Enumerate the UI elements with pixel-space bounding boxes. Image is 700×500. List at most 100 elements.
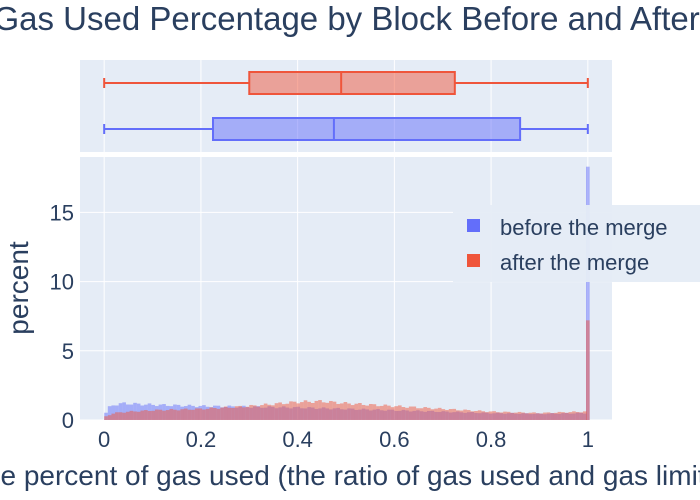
boxplot-series-1 (103, 71, 589, 95)
histogram-panel (80, 157, 612, 420)
histogram-bar (524, 413, 529, 420)
histogram-bar (343, 402, 348, 420)
x-axis-label: the percent of gas used (the ratio of ga… (0, 460, 700, 491)
histogram-bar (394, 406, 398, 420)
histogram-bar (158, 409, 163, 420)
histogram-bar (263, 403, 268, 420)
histogram-bar (579, 412, 583, 420)
histogram-bar (227, 407, 232, 420)
histogram-bar (176, 410, 181, 420)
histogram-bar (191, 409, 195, 420)
box-plots (103, 71, 589, 141)
histogram-bar (252, 405, 257, 420)
histogram-bar (532, 412, 536, 420)
histogram-bar (495, 412, 500, 420)
histogram-bar (503, 411, 507, 420)
histogram-bar (499, 412, 504, 420)
histogram-bar (539, 413, 544, 420)
histogram-bar (383, 404, 388, 420)
histogram-bar (448, 409, 453, 420)
histogram-bar (133, 402, 137, 420)
histogram-bar (459, 410, 464, 420)
histogram-bar (136, 411, 141, 420)
histogram-bar (198, 408, 203, 420)
histogram-bar (296, 403, 301, 420)
histogram-bar (238, 405, 243, 420)
histogram-bar (194, 408, 199, 420)
histogram-bar (445, 409, 449, 420)
histogram-bar (140, 410, 145, 420)
histogram-bar (528, 412, 533, 420)
histogram-bar (202, 409, 206, 420)
histogram-bar (107, 415, 112, 420)
histogram-bar (430, 409, 435, 420)
histogram-bar (256, 406, 261, 420)
legend-label-after: after the merge (500, 250, 649, 275)
histogram-bar (336, 403, 340, 420)
legend-background (453, 205, 700, 282)
histogram-bar (180, 409, 184, 420)
histogram-bar (151, 410, 155, 420)
histogram-bar (223, 406, 228, 420)
legend-label-before: before the merge (500, 215, 668, 240)
histogram-bar (564, 412, 569, 420)
histogram-bar (405, 407, 409, 420)
histogram-bar (412, 406, 417, 420)
y-axis-label: percent (3, 241, 34, 335)
histogram-bar (318, 400, 322, 420)
histogram-bar (456, 410, 460, 420)
histogram-bar (543, 412, 547, 420)
histogram-bar (285, 403, 290, 420)
histogram-bar (387, 405, 391, 420)
histogram-bar (187, 409, 192, 420)
histogram-bar (452, 408, 457, 420)
histogram-bars (104, 166, 590, 420)
histogram-bar (220, 407, 224, 420)
histogram-bar (372, 404, 377, 420)
histogram-bar (553, 412, 558, 420)
histogram-bar (437, 407, 442, 420)
x-tick-label: 1 (582, 427, 594, 452)
histogram-bar (350, 405, 355, 420)
histogram-bar (129, 410, 134, 420)
histogram-bar (427, 407, 431, 420)
histogram-bar (169, 408, 174, 420)
histogram-bar (289, 401, 293, 420)
chart-title: Distribution of Gas Used Percentage by B… (0, 0, 700, 37)
histogram-bar (321, 402, 326, 420)
histogram-bar (260, 405, 264, 420)
histogram-bar (568, 412, 573, 420)
boxplot-box (212, 117, 522, 141)
histogram-bar (347, 403, 351, 420)
histogram-bar (401, 407, 406, 420)
histogram-bar (492, 411, 496, 420)
histogram-bar (572, 411, 576, 420)
histogram-bar (303, 400, 308, 420)
histogram-bar (271, 405, 275, 420)
histogram-bar (379, 405, 384, 420)
histogram-bar (125, 411, 130, 420)
histogram-bar (485, 412, 489, 420)
histogram-bar (234, 406, 239, 420)
histogram-bar (115, 412, 119, 420)
histogram-bar (242, 407, 246, 420)
histogram-bar (300, 402, 304, 420)
histogram-spike-bar (586, 166, 590, 420)
histogram-bar (147, 410, 152, 420)
histogram-bar (249, 404, 253, 420)
histogram-bar (575, 412, 580, 420)
histogram-bar (144, 410, 148, 420)
legend: before the merge after the merge (453, 205, 700, 282)
histogram-bar (582, 411, 587, 420)
histogram-bar (307, 401, 311, 420)
histogram-bar (408, 406, 413, 420)
histogram-bar (481, 411, 486, 420)
y-tick-label: 0 (62, 408, 74, 433)
histogram-bar (517, 411, 522, 420)
x-tick-label: 0.6 (379, 427, 410, 452)
histogram-bar (361, 404, 366, 420)
histogram-bar (390, 407, 395, 420)
y-tick-label: 5 (62, 339, 74, 364)
